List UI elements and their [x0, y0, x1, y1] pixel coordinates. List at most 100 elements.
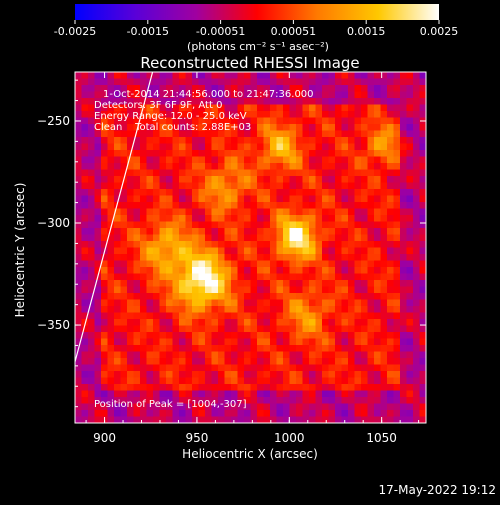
- heatmap-cell: [218, 397, 225, 404]
- heatmap-cell: [315, 169, 323, 177]
- heatmap-cell: [88, 228, 95, 235]
- heatmap-cell: [367, 351, 375, 359]
- heatmap-cell: [237, 384, 245, 391]
- heatmap-cell: [361, 176, 368, 183]
- heatmap-cell: [172, 293, 180, 300]
- heatmap-cell: [367, 293, 375, 300]
- heatmap-cell: [302, 247, 310, 255]
- heatmap-cell: [172, 221, 180, 229]
- heatmap-cell: [114, 312, 121, 320]
- heatmap-cell: [244, 163, 251, 170]
- heatmap-cell: [335, 111, 342, 118]
- heatmap-cell: [419, 241, 426, 248]
- heatmap-cell: [140, 208, 147, 216]
- heatmap-cell: [400, 267, 407, 274]
- heatmap-cell: [127, 364, 134, 372]
- heatmap-cell: [127, 195, 134, 203]
- heatmap-cell: [413, 358, 420, 365]
- heatmap-cell: [361, 124, 368, 131]
- heatmap-cell: [328, 228, 336, 235]
- heatmap-cell: [231, 384, 238, 391]
- heatmap-cell: [354, 377, 362, 385]
- heatmap-cell: [88, 208, 95, 216]
- heatmap-cell: [179, 72, 186, 79]
- heatmap-cell: [400, 91, 407, 99]
- heatmap-cell: [276, 306, 284, 313]
- heatmap-cell: [192, 195, 199, 203]
- heatmap-cell: [413, 351, 420, 359]
- heatmap-cell: [322, 286, 329, 294]
- heatmap-cell: [296, 267, 303, 274]
- heatmap-cell: [166, 163, 173, 170]
- heatmap-cell: [101, 280, 108, 287]
- heatmap-cell: [315, 390, 323, 398]
- heatmap-cell: [94, 247, 102, 255]
- heatmap-cell: [237, 104, 245, 112]
- heatmap-cell: [75, 377, 82, 385]
- heatmap-cell: [296, 104, 303, 112]
- colorbar-tick-label: 0.00051: [271, 25, 317, 38]
- heatmap-cell: [367, 137, 375, 144]
- heatmap-cell: [153, 416, 160, 423]
- heatmap-cell: [140, 410, 147, 417]
- heatmap-cell: [276, 319, 284, 326]
- heatmap-cell: [237, 332, 245, 339]
- heatmap-cell: [224, 104, 232, 112]
- heatmap-cell: [218, 299, 225, 307]
- heatmap-cell: [296, 299, 303, 307]
- heatmap-cell: [367, 111, 375, 118]
- heatmap-cell: [341, 91, 349, 99]
- heatmap-cell: [283, 202, 290, 209]
- heatmap-cell: [107, 319, 115, 326]
- heatmap-cell: [120, 117, 128, 125]
- heatmap-cell: [400, 247, 407, 255]
- heatmap-cell: [88, 111, 95, 118]
- heatmap-cell: [328, 306, 336, 313]
- heatmap-cell: [185, 280, 193, 287]
- heatmap-cell: [289, 91, 297, 99]
- heatmap-cell: [146, 364, 154, 372]
- heatmap-cell: [185, 306, 193, 313]
- heatmap-cell: [146, 306, 154, 313]
- heatmap-cell: [75, 85, 82, 92]
- heatmap-cell: [348, 124, 355, 131]
- heatmap-cell: [335, 280, 342, 287]
- heatmap-cell: [276, 280, 284, 287]
- heatmap-cell: [380, 325, 388, 333]
- heatmap-cell: [153, 410, 160, 417]
- heatmap-cell: [335, 143, 342, 151]
- heatmap-cell: [244, 98, 251, 105]
- heatmap-cell: [419, 325, 426, 333]
- heatmap-cell: [406, 156, 414, 164]
- heatmap-cell: [374, 85, 381, 92]
- heatmap-cell: [101, 195, 108, 203]
- heatmap-cell: [140, 228, 147, 235]
- heatmap-cell: [263, 403, 271, 411]
- heatmap-cell: [348, 397, 355, 404]
- heatmap-cell: [114, 78, 121, 86]
- heatmap-cell: [393, 208, 401, 216]
- heatmap-cell: [75, 416, 82, 423]
- heatmap-cell: [75, 403, 82, 411]
- heatmap-cell: [276, 208, 284, 216]
- heatmap-cell: [179, 325, 186, 333]
- heatmap-cell: [315, 403, 323, 411]
- heatmap-cell: [283, 293, 290, 300]
- heatmap-cell: [237, 397, 245, 404]
- heatmap-cell: [192, 215, 199, 222]
- heatmap-cell: [211, 286, 219, 294]
- heatmap-cell: [322, 299, 329, 307]
- heatmap-cell: [179, 202, 186, 209]
- heatmap-cell: [244, 286, 251, 294]
- heatmap-cell: [153, 267, 160, 274]
- heatmap-cell: [348, 143, 355, 151]
- heatmap-cell: [276, 228, 284, 235]
- heatmap-cell: [257, 403, 264, 411]
- heatmap-cell: [315, 241, 323, 248]
- heatmap-cell: [257, 98, 264, 105]
- heatmap-cell: [315, 267, 323, 274]
- heatmap-cell: [140, 319, 147, 326]
- heatmap-cell: [114, 91, 121, 99]
- heatmap-cell: [250, 104, 258, 112]
- heatmap-cell: [114, 293, 121, 300]
